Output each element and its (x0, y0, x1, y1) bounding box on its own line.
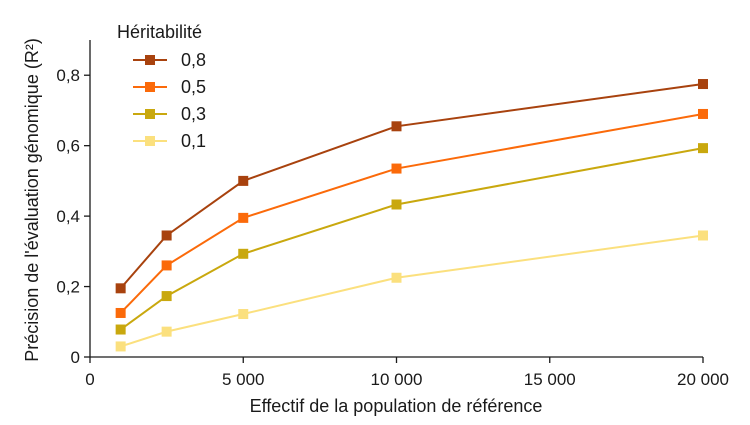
data-point (238, 248, 249, 259)
data-point (698, 79, 708, 90)
data-point (115, 283, 126, 294)
x-tick-label: 10 000 (371, 370, 423, 389)
series-line (119, 112, 704, 314)
legend-title: Héritabilité (117, 22, 202, 42)
series-0-8 (115, 79, 708, 294)
y-tick-label: 0 (71, 348, 80, 367)
y-axis-title: Précision de l'évaluation génomique (R²) (22, 38, 42, 362)
x-tick-label: 0 (85, 370, 94, 389)
legend-label: 0,5 (181, 77, 206, 97)
data-point (391, 163, 402, 174)
legend: Héritabilité 0,8 0,5 0,3 0,1 (117, 22, 206, 151)
x-axis-title: Effectif de la population de référence (250, 396, 543, 416)
legend-item: 0,5 (133, 77, 206, 97)
data-point (238, 175, 249, 186)
data-point (391, 121, 402, 132)
legend-label: 0,8 (181, 50, 206, 70)
data-point (115, 341, 126, 352)
legend-label: 0,1 (181, 131, 206, 151)
data-point (115, 307, 126, 318)
legend-item: 0,3 (133, 104, 206, 124)
data-point (238, 212, 249, 223)
legend-items: 0,8 0,5 0,3 0,1 (133, 50, 206, 151)
legend-item: 0,1 (133, 131, 206, 151)
y-tick-label: 0,2 (56, 278, 80, 297)
series-layer (115, 79, 708, 352)
legend-swatch-marker (145, 109, 155, 119)
legend-swatch-marker (145, 136, 155, 146)
tick-marks: 0 5 000 10 000 15 000 20 000 0 0,2 0,4 0,6 0,8 (56, 66, 729, 389)
data-point (698, 143, 708, 154)
data-point (238, 309, 249, 320)
x-tick-label: 20 000 (677, 370, 729, 389)
data-point (161, 260, 172, 271)
x-tick-label: 15 000 (524, 370, 576, 389)
legend-item: 0,8 (133, 50, 206, 70)
series-0-3 (115, 143, 708, 335)
data-point (161, 291, 172, 302)
y-tick-label: 0,6 (56, 137, 80, 156)
data-point (698, 230, 708, 241)
series-line (119, 83, 704, 289)
data-point (161, 230, 172, 241)
data-point (698, 108, 708, 119)
legend-swatch-marker (145, 55, 155, 65)
data-point (161, 326, 172, 337)
legend-swatch-marker (145, 82, 155, 92)
series-0-1 (115, 230, 708, 352)
data-point (115, 324, 126, 335)
series-0-5 (115, 108, 708, 318)
data-point (391, 272, 402, 283)
series-line (120, 234, 704, 348)
y-tick-label: 0,4 (56, 207, 80, 226)
data-point (391, 199, 402, 210)
x-tick-label: 5 000 (222, 370, 265, 389)
legend-label: 0,3 (181, 104, 206, 124)
y-tick-label: 0,8 (56, 66, 80, 85)
